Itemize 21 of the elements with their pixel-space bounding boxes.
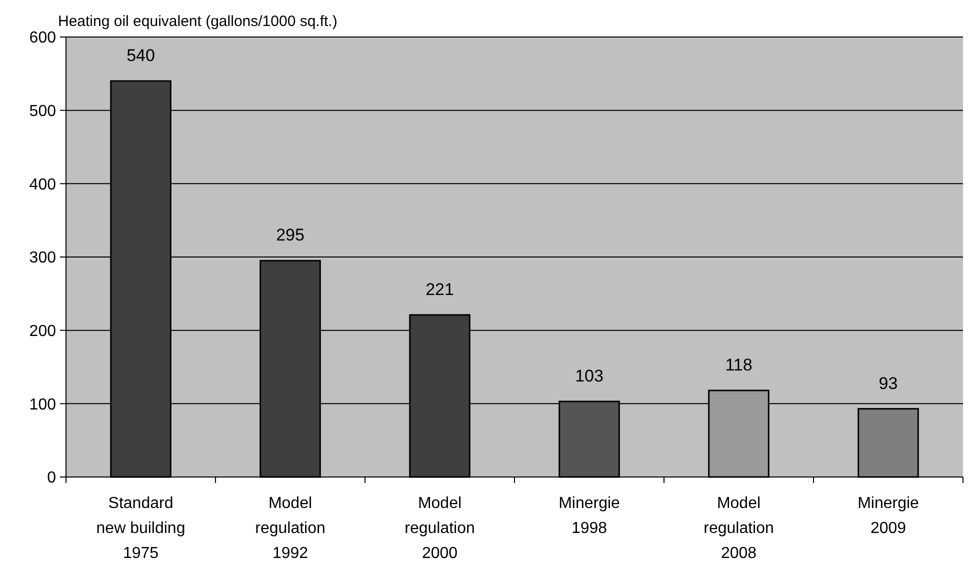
y-tick-label: 300 bbox=[29, 250, 56, 267]
data-label: 93 bbox=[878, 374, 898, 393]
x-tick-label: Model regulation 2008 bbox=[704, 495, 774, 562]
y-tick-label: 0 bbox=[47, 470, 56, 487]
y-tick-label: 100 bbox=[29, 396, 56, 414]
y-tick-label: 600 bbox=[29, 30, 56, 47]
x-tick-label: Minergie 1998 bbox=[558, 495, 620, 537]
data-label: 221 bbox=[426, 280, 454, 299]
x-tick-label: Model regulation 1992 bbox=[255, 495, 326, 562]
x-tick-label: Minergie 2009 bbox=[858, 495, 920, 537]
bar bbox=[858, 408, 919, 478]
y-axis-title: Heating oil equivalent (gallons/1000 sq.ft.) bbox=[58, 13, 338, 30]
data-label: 118 bbox=[725, 355, 752, 374]
data-label: 103 bbox=[575, 366, 604, 386]
x-tick-label: Standard new building 1975 bbox=[96, 495, 186, 562]
y-tick-label: 200 bbox=[29, 322, 56, 340]
y-tick-label: 400 bbox=[29, 176, 56, 194]
y-tick-label: 500 bbox=[29, 102, 56, 120]
x-tick-label: Model regulation 2000 bbox=[404, 495, 475, 562]
data-label: 295 bbox=[276, 226, 304, 245]
data-label: 540 bbox=[126, 46, 155, 65]
